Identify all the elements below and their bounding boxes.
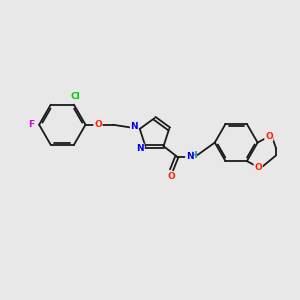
Text: O: O (254, 163, 262, 172)
Text: N: N (136, 144, 144, 153)
Text: O: O (94, 120, 102, 129)
Text: N: N (186, 152, 194, 161)
Text: F: F (28, 120, 34, 129)
Text: Cl: Cl (70, 92, 80, 101)
Text: O: O (168, 172, 176, 181)
Text: H: H (190, 151, 196, 160)
Text: N: N (130, 122, 138, 131)
Text: O: O (265, 131, 273, 140)
